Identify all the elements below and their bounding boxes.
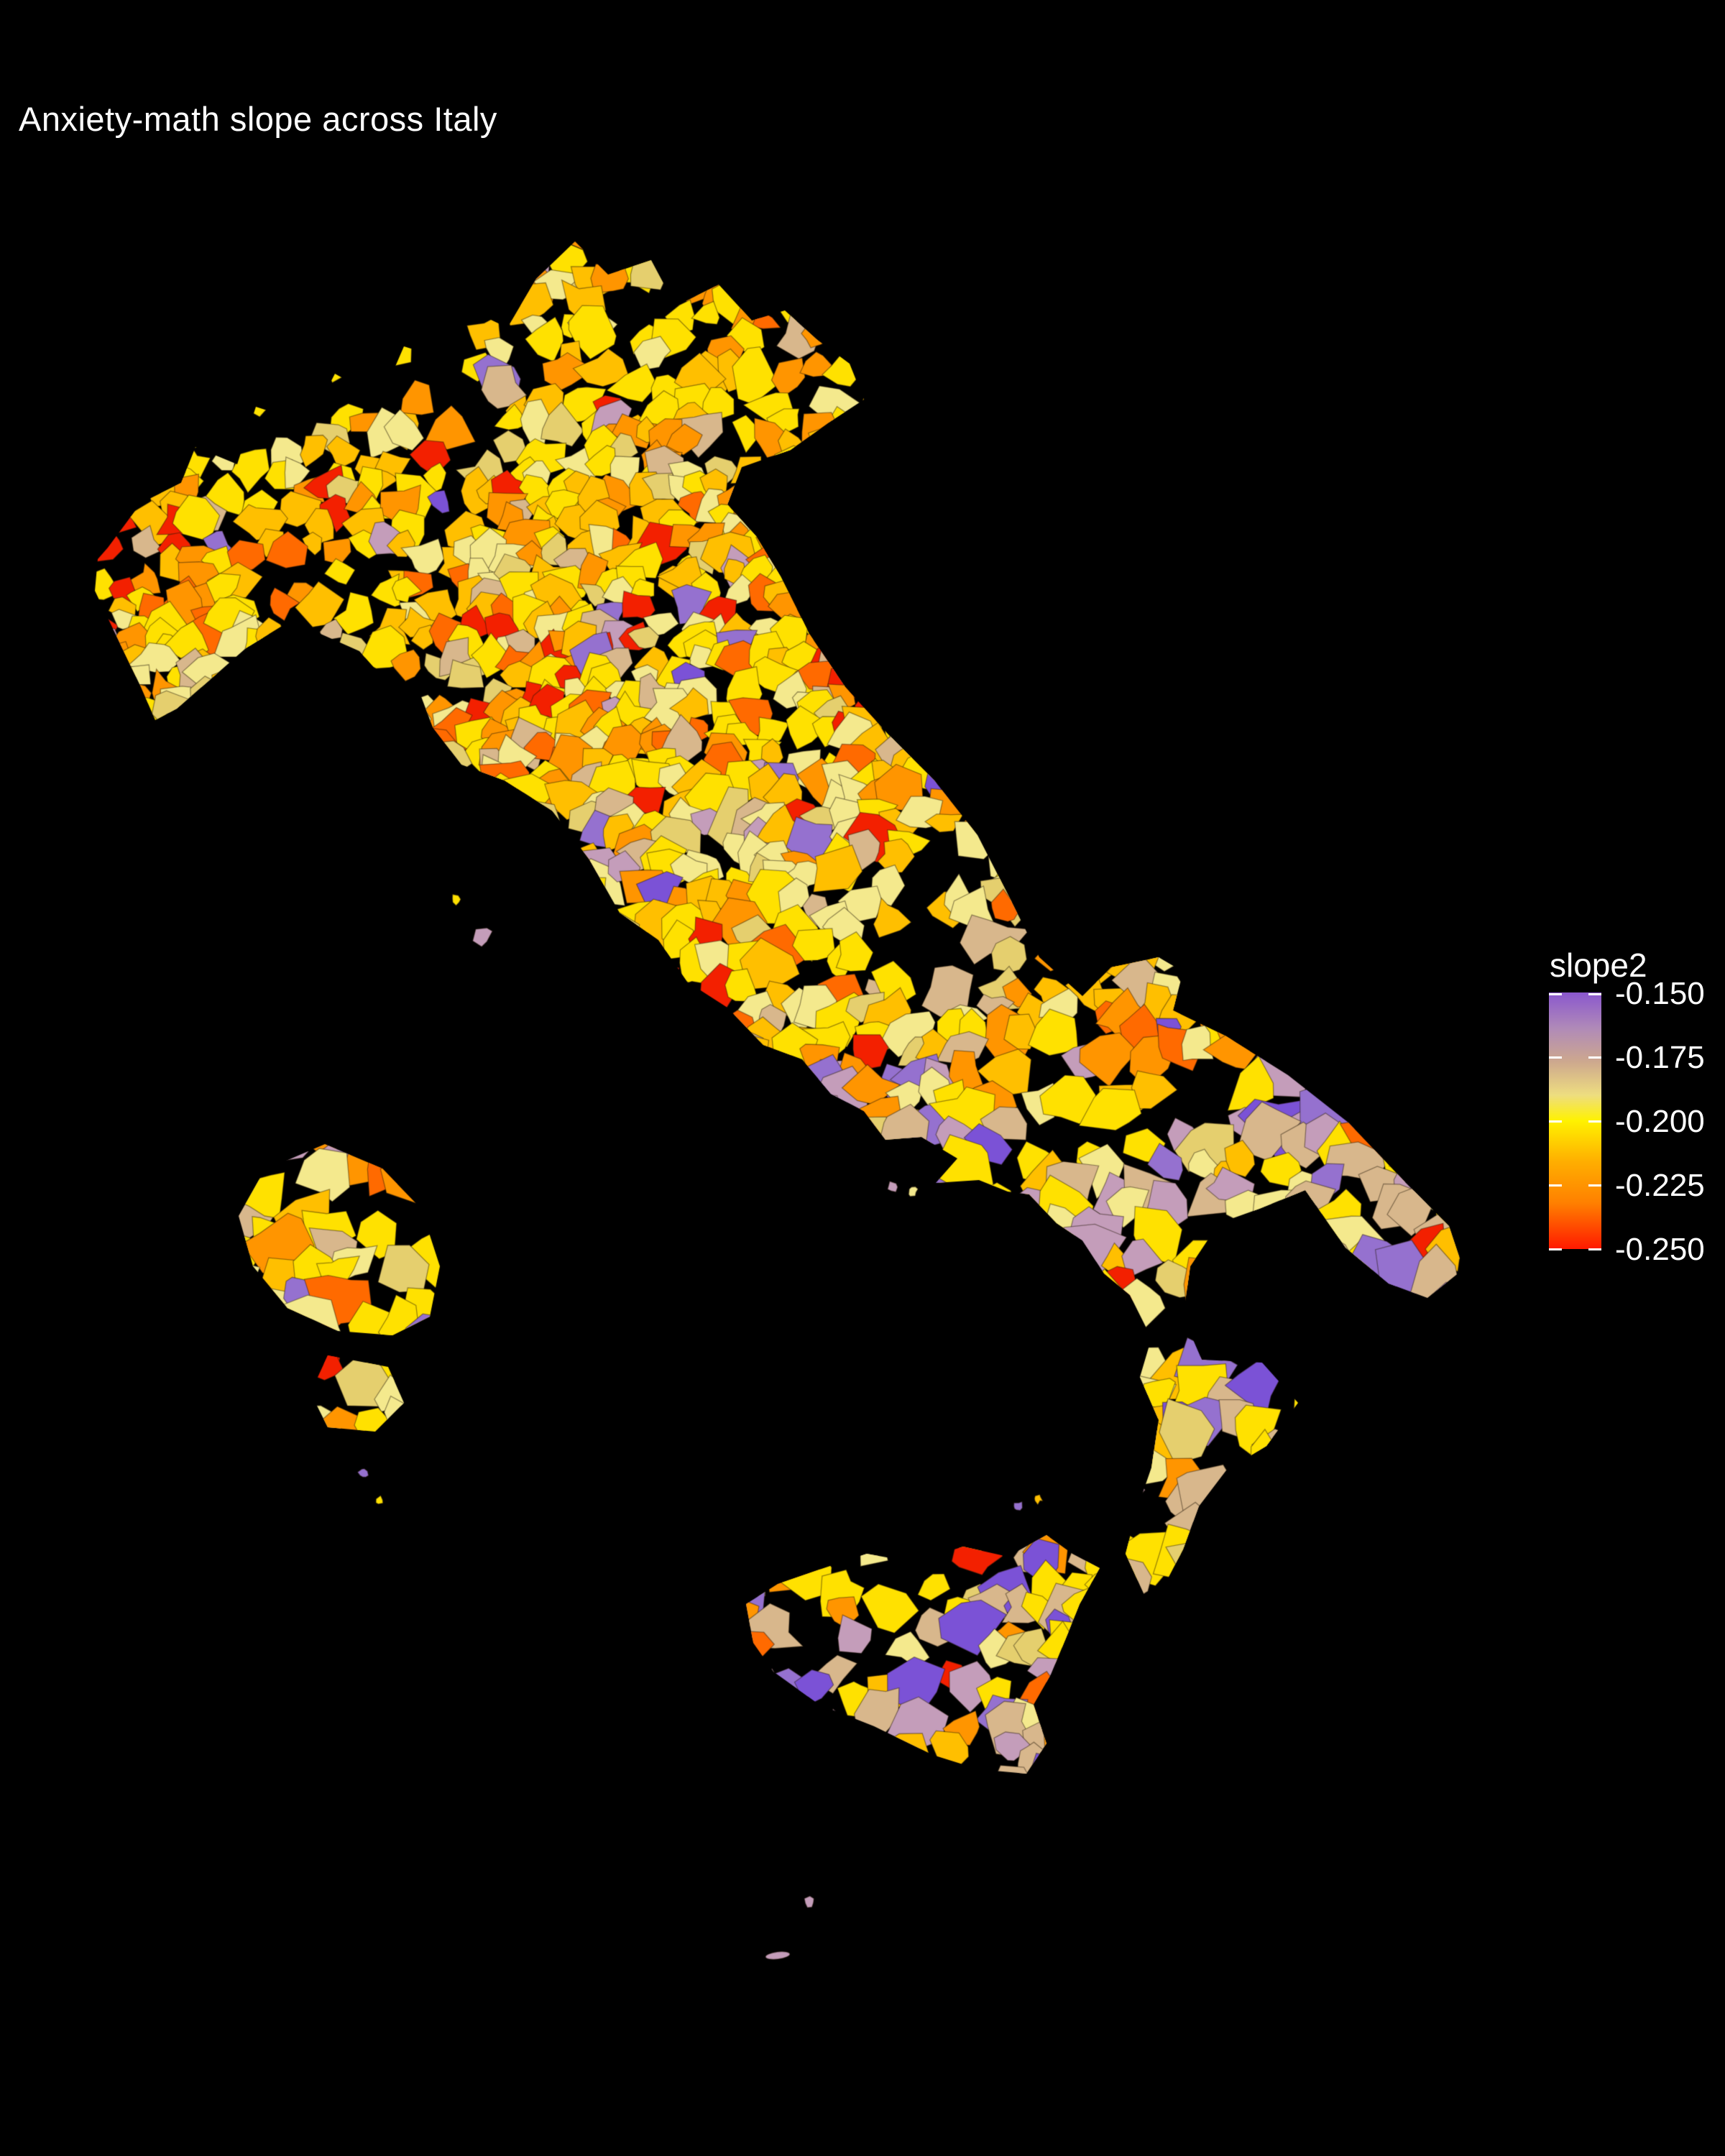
figure-title: Anxiety-math slope across Italy bbox=[19, 100, 497, 138]
